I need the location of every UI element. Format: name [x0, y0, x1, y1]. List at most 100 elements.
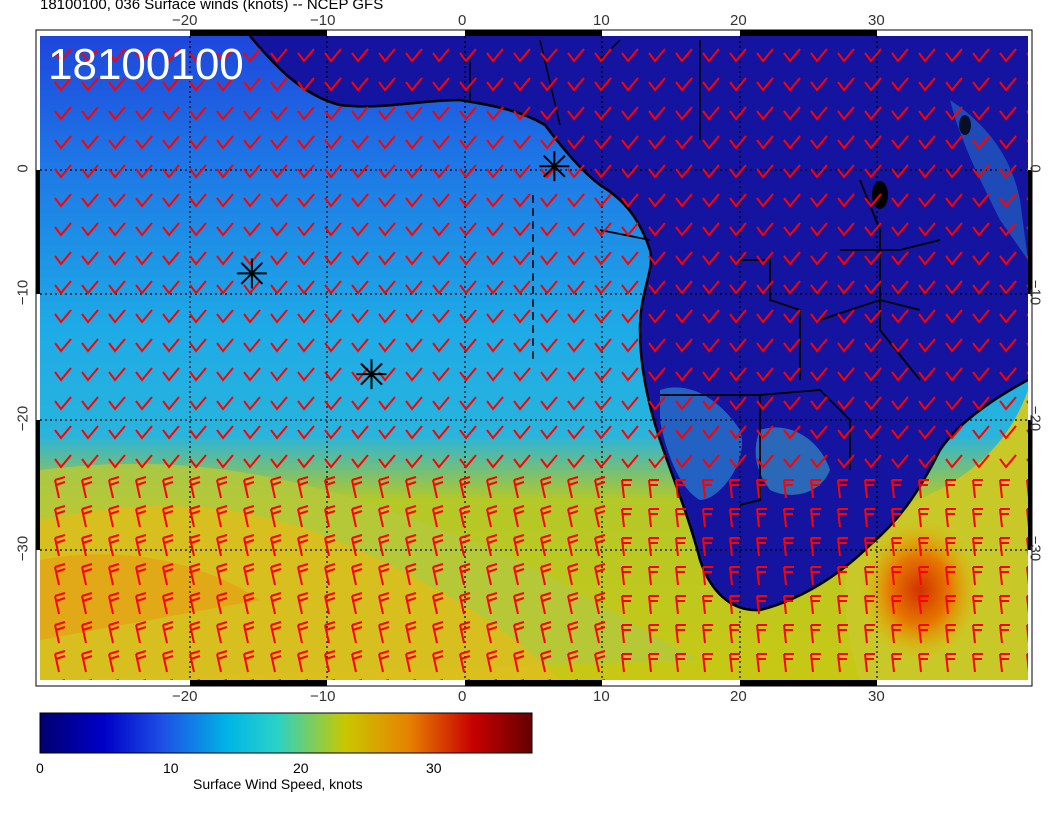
wind-barb	[162, 48, 180, 63]
wind-barb	[702, 222, 720, 237]
wind-barb	[783, 479, 794, 499]
wind-barb	[432, 650, 444, 673]
wind-barb	[756, 396, 774, 411]
wind-barb	[324, 251, 342, 266]
wind-barb	[216, 534, 228, 557]
wind-barb	[729, 338, 747, 353]
wind-barb	[162, 338, 180, 353]
wind-barb	[594, 309, 612, 324]
wind-barb	[945, 396, 963, 411]
wind-barb	[864, 566, 875, 586]
wind-barb	[999, 367, 1017, 382]
wind-barb	[270, 135, 288, 150]
wind-barb	[115, 679, 119, 680]
wind-barb	[891, 222, 909, 237]
wind-barb	[702, 479, 713, 499]
wind-barb	[540, 280, 558, 295]
wind-barb	[837, 508, 848, 528]
wind-barb	[351, 396, 369, 411]
wind-barb	[837, 367, 855, 382]
wind-barb	[432, 476, 444, 499]
wind-barb	[54, 164, 72, 179]
wind-barb	[189, 48, 207, 63]
wind-barb	[270, 592, 282, 615]
wind-barb	[729, 508, 740, 528]
wind-barb	[648, 338, 666, 353]
wind-barb	[837, 595, 848, 615]
wind-barb	[243, 396, 261, 411]
wind-barb	[729, 164, 747, 179]
wind-barb	[918, 454, 936, 469]
wind-barb	[405, 193, 423, 208]
wind-barb	[297, 135, 315, 150]
wind-barb	[81, 476, 93, 499]
wind-barb	[972, 222, 990, 237]
wind-barb	[189, 164, 207, 179]
wind-barb	[243, 505, 255, 528]
wind-barb	[405, 505, 417, 528]
wind-barb	[270, 476, 282, 499]
wind-barb	[864, 135, 882, 150]
wind-barb	[486, 621, 498, 644]
wind-barb	[162, 650, 174, 673]
wind-barb	[162, 534, 174, 557]
wind-barb	[351, 135, 369, 150]
wind-barb	[891, 508, 902, 528]
wind-barb	[540, 251, 558, 266]
wind-barb	[351, 621, 363, 644]
wind-barb	[783, 566, 794, 586]
wind-barb	[351, 309, 369, 324]
wind-barb	[810, 338, 828, 353]
wind-barb	[297, 48, 315, 63]
wind-barb	[243, 621, 255, 644]
wind-barb	[918, 396, 936, 411]
right-tick-lat-minus30: −30	[1026, 535, 1044, 562]
wind-barb	[297, 164, 315, 179]
wind-barb	[945, 367, 963, 382]
wind-barb	[216, 280, 234, 295]
wind-barb	[378, 222, 396, 237]
top-tick-lon-10: 10	[593, 12, 610, 29]
wind-barb	[648, 48, 666, 63]
wind-barb	[162, 454, 180, 469]
wind-barb	[243, 534, 255, 557]
wind-barb	[135, 396, 153, 411]
wind-barb	[270, 222, 288, 237]
wind-barb	[54, 48, 72, 63]
wind-barb	[729, 106, 747, 121]
wind-barb	[945, 280, 963, 295]
wind-barb	[999, 566, 1010, 586]
wind-barb	[621, 479, 632, 499]
wind-barb	[567, 396, 585, 411]
wind-barb	[270, 193, 288, 208]
wind-barb	[351, 164, 369, 179]
wind-barb	[621, 425, 639, 440]
right-tick-lat-0: 0	[1026, 164, 1044, 173]
wind-barb	[783, 508, 794, 528]
wind-barb	[648, 367, 666, 382]
wind-barb	[135, 280, 153, 295]
wind-barb	[54, 592, 66, 615]
wind-barb	[594, 563, 606, 586]
wind-barb	[648, 222, 666, 237]
wind-barb	[729, 280, 747, 295]
wind-barb	[135, 650, 147, 673]
wind-barb	[243, 222, 261, 237]
wind-barb	[54, 476, 66, 499]
wind-barb	[486, 454, 504, 469]
wind-barb	[243, 77, 261, 92]
wind-barb	[810, 193, 828, 208]
wind-barb	[243, 454, 261, 469]
wind-barb	[351, 222, 369, 237]
wind-barb	[189, 280, 207, 295]
map-title: 18100100, 036 Surface winds (knots) -- N…	[40, 0, 384, 13]
wind-barb	[378, 592, 390, 615]
wind-barb	[108, 309, 126, 324]
overlay-date-label: 18100100	[48, 40, 244, 89]
wind-barb	[108, 77, 126, 92]
wind-barb	[972, 479, 983, 499]
wind-barb	[837, 164, 855, 179]
wind-barb	[540, 338, 558, 353]
wind-barb	[702, 367, 720, 382]
wind-barb	[432, 396, 450, 411]
